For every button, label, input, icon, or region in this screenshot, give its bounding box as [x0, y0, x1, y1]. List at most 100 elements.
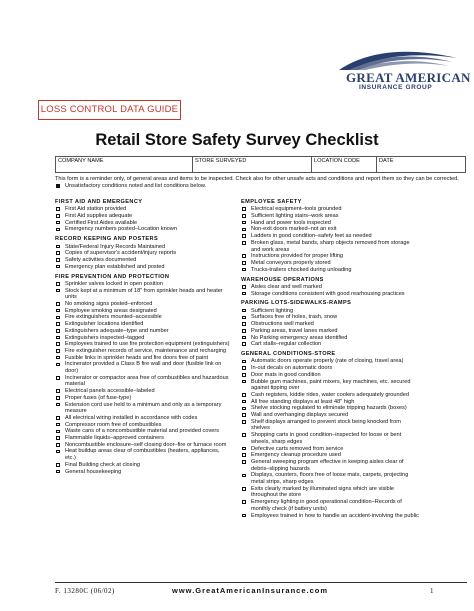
checkbox-icon[interactable] — [242, 460, 246, 464]
checklist-item[interactable]: Wall and overhanging displays secured — [241, 412, 419, 419]
checkbox-icon[interactable] — [242, 214, 246, 218]
checklist-item[interactable]: Metal conveyors properly stored — [241, 260, 419, 267]
checkbox-icon[interactable] — [56, 436, 60, 440]
checklist-item[interactable]: Emergency numbers posted–Location known — [55, 226, 230, 233]
checklist-item[interactable]: Hand and power tools inspected — [241, 220, 419, 227]
checklist-item[interactable]: Fire extinguisher records of service, ma… — [55, 348, 230, 355]
checkbox-icon[interactable] — [242, 227, 246, 232]
checkbox-icon[interactable] — [242, 329, 246, 333]
checklist-item[interactable]: Broken glass, metal bands, sharp objects… — [241, 240, 419, 253]
checkbox-icon[interactable] — [56, 375, 60, 380]
checklist-item[interactable]: Emergency plan established and posted — [55, 264, 230, 271]
checkbox-icon[interactable] — [56, 402, 60, 407]
checkbox-icon[interactable] — [56, 469, 60, 474]
checkbox-icon[interactable] — [242, 315, 246, 320]
checklist-item[interactable]: Extinguisher locations identified — [55, 321, 230, 328]
checklist-item[interactable]: Fusible links in sprinkler heads and fir… — [55, 355, 230, 362]
checklist-item[interactable]: Emergency lighting in good operational c… — [241, 499, 419, 512]
checkbox-icon[interactable] — [56, 302, 60, 306]
checklist-item[interactable]: Employees trained to use fire protection… — [55, 341, 230, 348]
checkbox-icon[interactable] — [56, 355, 60, 360]
checkbox-icon[interactable] — [242, 419, 246, 424]
checkbox-icon[interactable] — [56, 214, 60, 218]
checklist-item[interactable]: Trucks-trailers chocked during unloading — [241, 267, 419, 274]
checkbox-icon[interactable] — [242, 207, 246, 212]
checklist-item[interactable]: State/Federal Injury Records Maintained — [55, 244, 230, 251]
checkbox-icon[interactable] — [242, 335, 246, 340]
checklist-item[interactable]: Safety activities documented — [55, 257, 230, 264]
checkbox-icon[interactable] — [242, 379, 246, 384]
checkbox-icon[interactable] — [242, 234, 246, 238]
checklist-item[interactable]: Incinerator provided a Class B fire wall… — [55, 361, 230, 374]
checkbox-icon[interactable] — [56, 429, 60, 434]
checklist-item[interactable]: Bubble gum machines, paint mixers, key m… — [241, 379, 419, 392]
date-field[interactable]: DATE — [379, 158, 394, 164]
store-surveyed-field[interactable]: STORE SURVEYED — [193, 157, 312, 172]
checkbox-icon[interactable] — [242, 261, 246, 265]
checkbox-icon[interactable] — [242, 267, 246, 272]
checklist-item[interactable]: Shelve stocking regulated to eliminate t… — [241, 405, 419, 412]
checklist-item[interactable]: No smoking signs posted–enforced — [55, 301, 230, 308]
checklist-item[interactable]: First Aid supplies adequate — [55, 213, 230, 220]
checklist-item[interactable]: Instructions provided for proper lifting — [241, 253, 419, 260]
checkbox-icon[interactable] — [242, 500, 246, 504]
checklist-item[interactable]: Storage conditions consistent with good … — [241, 291, 419, 298]
checkbox-icon[interactable] — [56, 389, 60, 393]
checklist-item[interactable]: Cash registers, kiddie rides, water cool… — [241, 392, 419, 399]
checkbox-icon[interactable] — [242, 453, 246, 458]
checkbox-icon[interactable] — [56, 335, 60, 340]
checkbox-icon[interactable] — [56, 362, 60, 367]
checkbox-icon[interactable] — [56, 207, 60, 212]
checklist-item[interactable]: Electrical panels accessible–labeled — [55, 388, 230, 395]
checklist-item[interactable]: Extinguishers adequate–type and number — [55, 328, 230, 335]
checklist-item[interactable]: In-out decals on automatic doors — [241, 365, 419, 372]
checklist-item[interactable]: Extension cord use held to a minimum and… — [55, 402, 230, 415]
checkbox-icon[interactable] — [56, 422, 60, 427]
checkbox-icon[interactable] — [56, 288, 60, 293]
checkbox-icon[interactable] — [242, 366, 246, 370]
checkbox-icon[interactable] — [56, 227, 60, 232]
checklist-item[interactable]: Copies of supervisor's accident/injury r… — [55, 250, 230, 257]
checkbox-icon[interactable] — [242, 308, 246, 313]
checklist-item[interactable]: Certified First Aides available — [55, 220, 230, 227]
checkbox-icon[interactable] — [242, 446, 246, 451]
checklist-item[interactable]: Exits clearly marked by illuminated sign… — [241, 486, 419, 499]
checklist-item[interactable]: Ladders in good condition–safety feet as… — [241, 233, 419, 240]
checklist-item[interactable]: Shelf displays arranged to prevent stock… — [241, 419, 419, 432]
checkbox-icon[interactable] — [56, 463, 60, 467]
checklist-item[interactable]: Noncombustible enclosure–self closing do… — [55, 442, 230, 449]
checkbox-icon[interactable] — [242, 220, 246, 225]
checklist-item[interactable]: Flammable liquids–approved containers — [55, 435, 230, 442]
checklist-item[interactable]: First Aid station provided — [55, 206, 230, 213]
checkbox-icon[interactable] — [242, 291, 246, 296]
checkbox-icon[interactable] — [56, 349, 60, 353]
checkbox-icon[interactable] — [56, 258, 60, 262]
checklist-item[interactable]: Employees trained in how to handle an ac… — [241, 513, 419, 520]
checklist-item[interactable]: Electrical equipment–tools grounded — [241, 206, 419, 213]
checkbox-icon[interactable] — [56, 342, 60, 346]
checkbox-icon[interactable] — [56, 264, 60, 269]
checkbox-icon[interactable] — [242, 373, 246, 377]
checklist-item[interactable]: Sufficient lighting — [241, 308, 419, 315]
company-name-field[interactable]: COMPANY NAME — [56, 157, 193, 172]
checklist-item[interactable]: General sweeping program effective in ke… — [241, 459, 419, 472]
checkbox-icon[interactable] — [242, 433, 246, 437]
checklist-item[interactable]: Door mats in good condition — [241, 372, 419, 379]
checklist-item[interactable]: Heat buildup areas clear of combustibles… — [55, 448, 230, 461]
checklist-item[interactable]: All free standing displays at least 48" … — [241, 399, 419, 406]
website-link[interactable]: www.GreatAmericanInsurance.com — [171, 586, 329, 595]
checklist-item[interactable]: Stock kept at a minimum of 18" from spri… — [55, 288, 230, 301]
checkbox-icon[interactable] — [56, 315, 60, 320]
checkbox-icon[interactable] — [242, 393, 246, 397]
checklist-item[interactable]: Proper fuses (of fuse-type) — [55, 395, 230, 402]
checklist-item[interactable]: Waste cans of a noncombustible material … — [55, 428, 230, 435]
checklist-item[interactable]: Surfaces free of holes, trash, snow — [241, 314, 419, 321]
checkbox-icon[interactable] — [56, 449, 60, 454]
checkbox-icon[interactable] — [242, 322, 246, 326]
checkbox-icon[interactable] — [56, 308, 60, 313]
checkbox-icon[interactable] — [242, 486, 246, 491]
checkbox-icon[interactable] — [242, 473, 246, 478]
checklist-item[interactable]: Aisles clear and well marked — [241, 284, 419, 291]
checklist-item[interactable]: Parking areas, travel lanes marked — [241, 328, 419, 335]
checklist-item[interactable]: Sprinkler valves locked in open position — [55, 281, 230, 288]
